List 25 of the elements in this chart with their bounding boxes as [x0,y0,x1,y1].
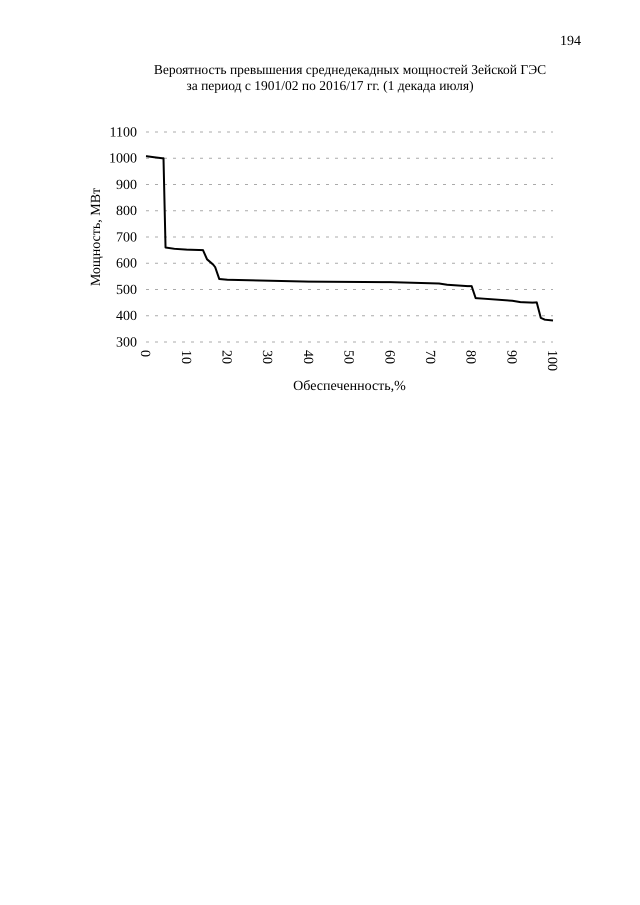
text: 194 [560,34,581,49]
x-tick-label: 40 [300,350,315,364]
y-tick-label: 900 [116,178,137,193]
line-series [145,155,554,322]
x-tick-label: 10 [178,350,193,364]
y-tick-label: 500 [116,282,137,298]
x-tick-label: 80 [462,350,478,364]
y-axis-title: Мощность, МВт [89,188,104,286]
chart-title: Вероятность превышения среднедекадных мощностей Зейской ГЭС за период с 1901/02 по 2016/17 гг. (1 декада июля) [154,62,546,93]
y-tick-label: 400 [116,309,137,324]
y-tick-label: 300 [116,335,137,350]
y-tick-label: 700 [116,230,137,246]
x-tick-label: 50 [340,350,356,364]
x-tick-label: 60 [381,350,396,364]
x-tick-label: 100 [544,350,560,371]
x-tick-label: 20 [218,350,234,364]
x-axis-title: Обеспеченность,% [293,379,406,394]
x-tick-label: 70 [422,350,437,364]
y-tick-label: 1100 [110,125,137,140]
x-tick-label: 30 [259,350,274,364]
x-tick-label: 0 [137,350,152,357]
y-tick-label: 600 [116,256,137,272]
y-tick-label: 1000 [109,152,137,167]
y-tick-label: 800 [116,204,137,220]
x-tick-label: 90 [503,350,518,364]
